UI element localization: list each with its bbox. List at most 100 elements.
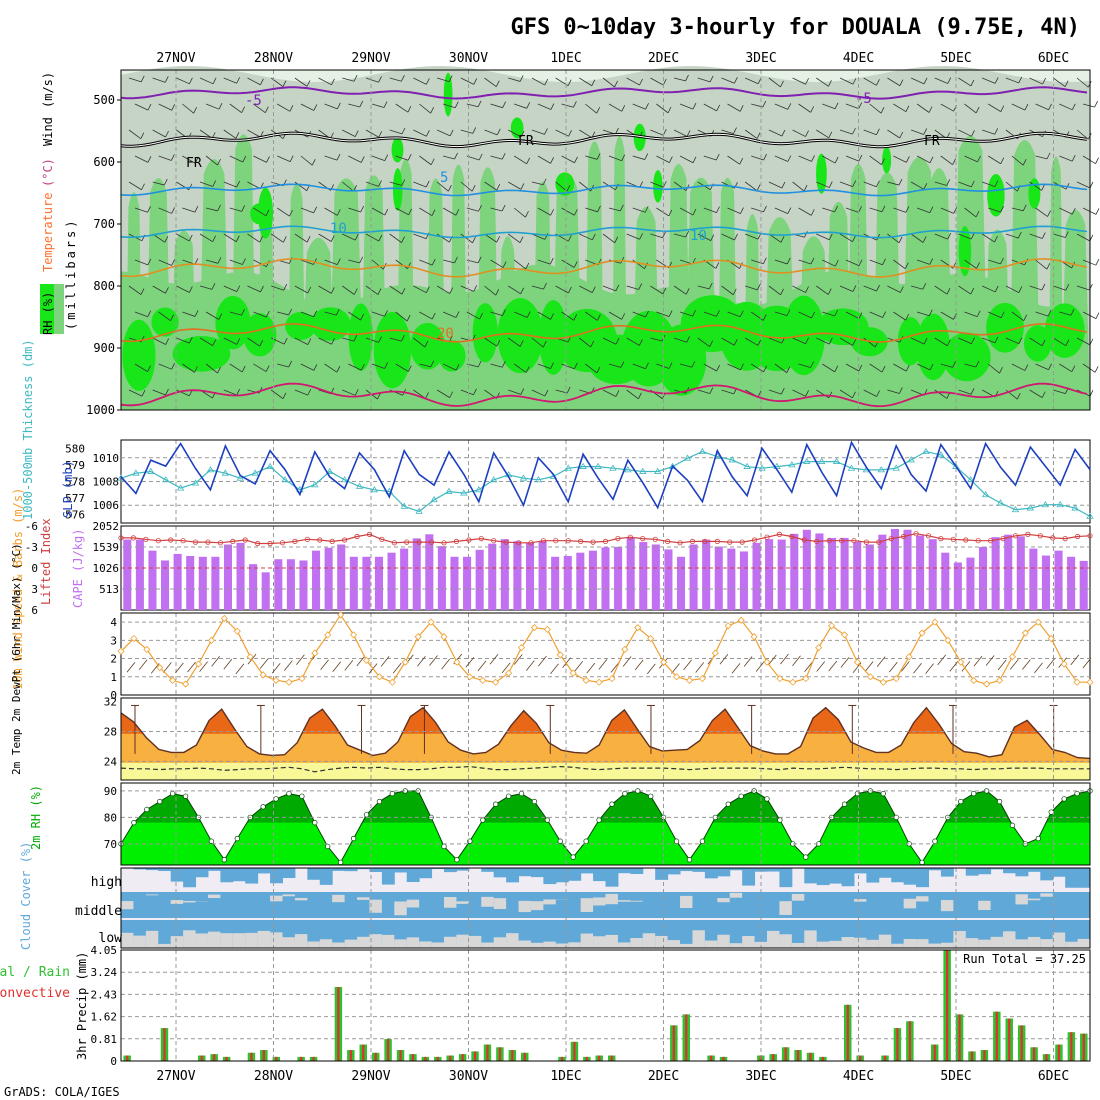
lifted-index-point [1037, 533, 1043, 539]
cloud-high-cell [195, 868, 209, 878]
wind-speed-point [259, 671, 267, 679]
cloud-low-gap [605, 934, 619, 948]
wind-barb [531, 233, 549, 240]
lifted-index-point [292, 538, 298, 545]
wind-barb [869, 103, 885, 114]
wind-speed-point [156, 664, 164, 672]
isotherm-minus5 [120, 86, 1088, 100]
lifted-index-point [317, 537, 323, 543]
panel-frame [120, 69, 1091, 411]
wind-barb [1029, 337, 1046, 347]
wind-barb [235, 663, 245, 675]
y-tick-label: 800 [93, 279, 115, 293]
wind-speed-point [233, 627, 241, 635]
wind-speed-point [905, 653, 913, 661]
wind-barb [893, 103, 910, 113]
wind-barb [182, 310, 199, 317]
lifted-index-point [155, 538, 161, 544]
lifted-index-point [602, 538, 609, 545]
cape-bar [500, 539, 509, 610]
precip-convective-bar [349, 1050, 352, 1061]
lifted-index-point [255, 540, 261, 547]
cloud-high-cell [332, 868, 346, 871]
rh-2m-point [583, 838, 589, 844]
wind-barb [869, 205, 886, 213]
wind-speed-point [543, 625, 551, 633]
cape-tick-label: 1026 [93, 562, 120, 575]
cloud-low-gap [133, 935, 147, 948]
cloud-high-cell [593, 868, 606, 882]
wind-barb [798, 155, 815, 162]
cloud-middle-cell [928, 892, 942, 918]
cloud-middle-gap [580, 898, 594, 912]
lifted-index-point [391, 540, 397, 546]
wind-barb [294, 77, 311, 87]
wind-barb [887, 129, 904, 139]
below-surface [121, 410, 1090, 440]
wind-speed-point [388, 678, 396, 686]
thickness-point [922, 447, 930, 455]
isotherm-label: 10 [330, 221, 347, 237]
cloud-middle-cell [145, 892, 159, 918]
cloud-middle-gap [170, 900, 184, 904]
dewpoint-line [120, 765, 1090, 773]
wind-barb [816, 181, 833, 188]
cloud-low-cell [543, 920, 557, 948]
cloud-middle-gap [530, 901, 544, 911]
cloud-middle-cell [381, 892, 395, 918]
wind-barb [332, 661, 342, 672]
thickness-point [952, 462, 960, 469]
rh-2m-point [531, 798, 538, 805]
wind-barb [987, 155, 1005, 165]
wind-barb [961, 661, 971, 672]
cloud-middle-cell [692, 892, 706, 918]
cloud-low-gap [779, 934, 793, 948]
cloud-low-gap [307, 941, 321, 948]
wind-speed-point [414, 633, 422, 641]
cloud-middle-cell [878, 892, 892, 918]
cape-bar [513, 541, 522, 610]
wind-barb [531, 77, 549, 86]
wind-barb [342, 129, 359, 137]
wind-barb [199, 77, 217, 85]
rh-2m-point [182, 793, 189, 799]
wind-barb [673, 285, 690, 295]
rh-2m-point [493, 801, 499, 807]
cloud-low-cell [307, 920, 321, 948]
cape-bar [626, 537, 635, 610]
wind-barb [695, 662, 705, 673]
cloud-low-gap [1065, 941, 1079, 948]
cloud-middle-gap [903, 898, 917, 909]
cloud-low-gap [518, 940, 532, 948]
cape-bar [765, 539, 774, 610]
wind-barb [798, 103, 815, 113]
cloud-low-gap [940, 942, 954, 948]
wind-barb [774, 155, 792, 162]
wind-barb [484, 128, 501, 136]
wind-barb [893, 311, 910, 321]
cloud-low-gap [183, 930, 197, 948]
cloud-high-cell [530, 868, 544, 878]
wind-speed-point [970, 676, 978, 684]
wind-barb [774, 103, 792, 110]
wind-barb [869, 311, 887, 318]
wind-speed-point [892, 675, 900, 683]
wind-barb [1053, 284, 1070, 291]
wind-barb [1009, 659, 1019, 670]
wind-barb [721, 77, 738, 84]
cloud-high-cell [481, 868, 495, 872]
wind-barb [768, 181, 786, 189]
wind-barb [555, 285, 572, 294]
wind-barb [395, 259, 411, 269]
rh-saturated-blob [310, 307, 351, 341]
wind-barb [342, 75, 358, 82]
wind-barb [679, 361, 696, 368]
wind-barb [585, 363, 601, 374]
lifted-index-point [491, 538, 497, 544]
cloud-low-gap [642, 933, 656, 948]
rh-2m-point [996, 798, 1003, 805]
cape-bar [211, 556, 220, 610]
wind-speed-point [983, 680, 991, 688]
thickness-point [1056, 500, 1064, 508]
wind-barb [958, 232, 975, 240]
